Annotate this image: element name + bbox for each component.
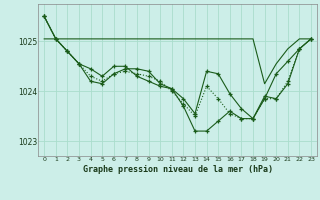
X-axis label: Graphe pression niveau de la mer (hPa): Graphe pression niveau de la mer (hPa) xyxy=(83,165,273,174)
